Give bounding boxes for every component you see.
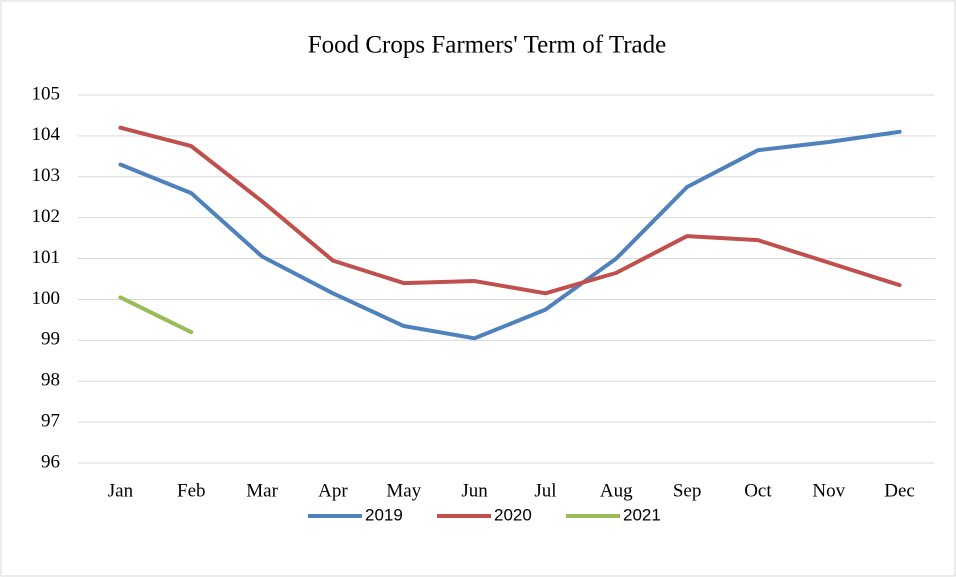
x-tick-label: Oct (744, 480, 772, 501)
legend-label: 2019 (365, 505, 403, 524)
y-tick-label: 103 (32, 165, 61, 186)
y-tick-label: 99 (41, 329, 60, 350)
legend-label: 2021 (623, 505, 661, 524)
series-line (118, 295, 194, 335)
y-tick-label: 104 (32, 124, 61, 145)
chart-title: Food Crops Farmers' Term of Trade (308, 32, 667, 59)
x-tick-label: Jun (461, 480, 488, 501)
x-tick-label: Dec (884, 480, 915, 501)
series-line (118, 129, 902, 341)
x-tick-label: Sep (673, 480, 702, 501)
x-tick-label: Nov (812, 480, 845, 501)
x-tick-label: Aug (600, 480, 633, 501)
y-tick-label: 98 (41, 370, 60, 391)
y-tick-label: 100 (32, 288, 61, 309)
legend-label: 2020 (494, 505, 532, 524)
y-tick-label: 105 (32, 83, 61, 104)
y-tick-label: 102 (32, 206, 61, 227)
x-tick-label: Mar (246, 480, 278, 501)
x-tick-label: Jul (534, 480, 556, 501)
x-tick-label: May (386, 480, 421, 501)
x-tick-label: Apr (318, 480, 348, 501)
series-line (118, 125, 902, 296)
x-tick-label: Jan (108, 480, 134, 501)
y-tick-label: 97 (41, 410, 60, 431)
y-tick-label: 101 (32, 247, 61, 268)
y-tick-label: 96 (41, 451, 60, 472)
x-tick-label: Feb (177, 480, 206, 501)
